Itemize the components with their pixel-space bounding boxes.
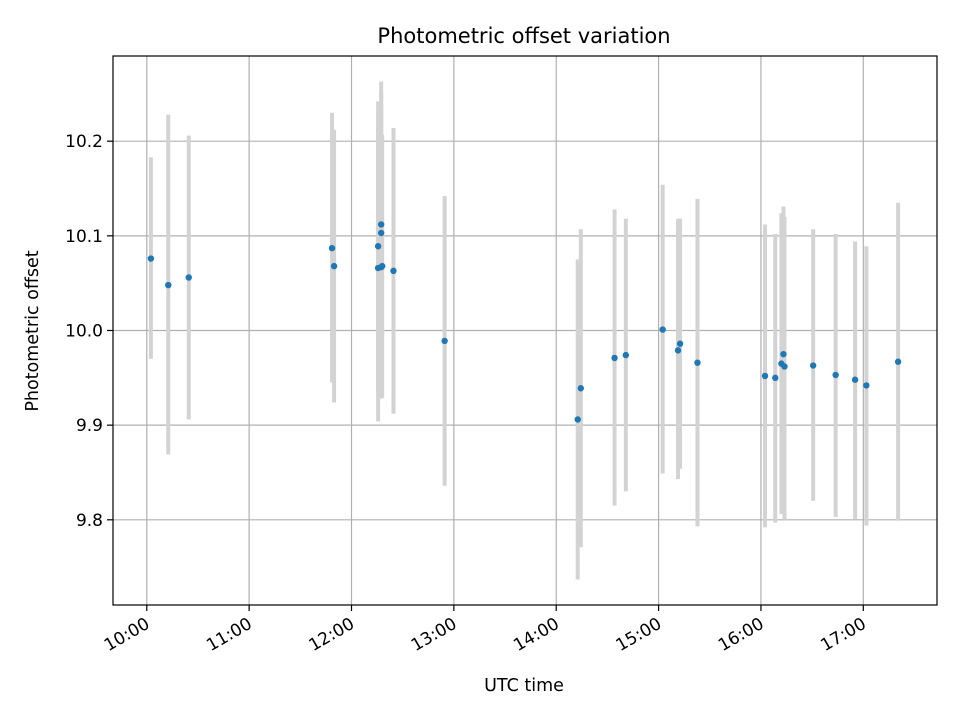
y-tick-label: 9.9 xyxy=(76,416,103,436)
data-point xyxy=(185,274,192,281)
grid xyxy=(113,56,937,605)
data-point xyxy=(694,359,701,366)
y-axis-label: Photometric offset xyxy=(23,250,43,411)
data-point xyxy=(328,244,336,252)
data-point xyxy=(851,376,859,383)
data-point xyxy=(379,262,386,270)
data-point xyxy=(441,337,448,345)
data-point xyxy=(894,358,902,365)
data-point xyxy=(809,362,817,369)
data-point xyxy=(611,354,618,362)
y-tick-label: 10.0 xyxy=(65,322,103,342)
y-axis-ticks: 9.8 9.9 10.0 10.1 10.2 xyxy=(65,132,113,531)
data-point xyxy=(377,229,385,237)
chart-title: Photometric offset variation xyxy=(377,24,670,48)
data-point xyxy=(659,326,666,333)
data-point xyxy=(772,374,779,382)
data-point xyxy=(390,267,397,275)
y-tick-label: 10.2 xyxy=(65,132,103,152)
data-point xyxy=(863,382,870,389)
data-point xyxy=(165,281,172,289)
data-point xyxy=(832,371,839,379)
data-point xyxy=(374,243,382,250)
data-point xyxy=(676,340,684,347)
data-point xyxy=(781,363,788,370)
y-tick-label: 9.8 xyxy=(76,511,103,531)
data-point xyxy=(674,347,682,354)
data-point xyxy=(330,262,338,270)
data-point xyxy=(377,221,385,228)
y-tick-label: 10.1 xyxy=(65,227,103,247)
data-point xyxy=(780,350,787,358)
x-axis-label: UTC time xyxy=(484,676,564,696)
data-points xyxy=(147,221,902,423)
data-point xyxy=(574,416,581,423)
data-point xyxy=(622,351,630,359)
data-point xyxy=(147,255,155,262)
data-point xyxy=(577,385,584,392)
data-point xyxy=(761,372,769,380)
